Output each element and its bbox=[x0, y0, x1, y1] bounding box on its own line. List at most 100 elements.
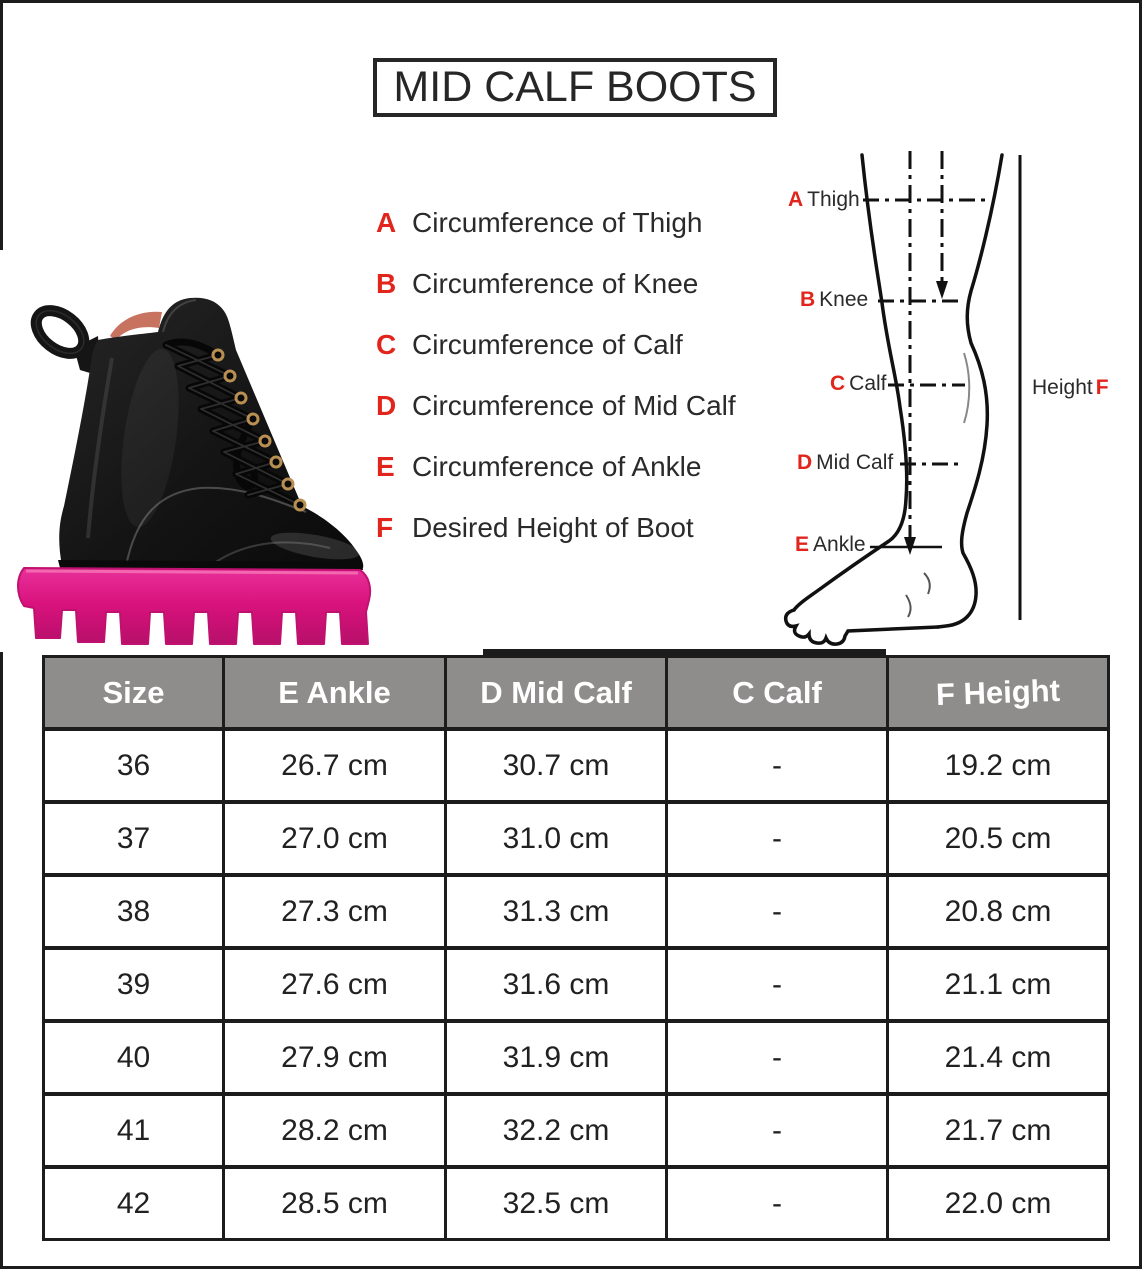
table-cell: 22.0 cm bbox=[886, 1165, 1110, 1241]
table-cell: 41 bbox=[42, 1092, 225, 1169]
legend-item-b: B Circumference of Knee bbox=[376, 268, 698, 300]
legend-letter: B bbox=[376, 268, 397, 299]
table-cell: 31.0 cm bbox=[444, 800, 668, 877]
table-cell: 31.6 cm bbox=[444, 946, 668, 1023]
diagram-label-mid-calf: D Mid Calf bbox=[797, 451, 893, 475]
column-header-height: F Height bbox=[886, 655, 1110, 731]
table-cell: - bbox=[665, 946, 889, 1023]
arrow-knee bbox=[936, 281, 948, 299]
header-accent-bar bbox=[483, 649, 886, 658]
page-border-left-upper bbox=[0, 0, 3, 250]
table-cell: 37 bbox=[42, 800, 225, 877]
diagram-word: Height bbox=[1032, 376, 1093, 399]
legend-letter: C bbox=[376, 329, 397, 360]
legend-label: Circumference of Knee bbox=[412, 268, 699, 299]
table-cell: 36 bbox=[42, 727, 225, 804]
diagram-label-thigh: A Thigh bbox=[788, 188, 860, 212]
guide-lines bbox=[908, 151, 944, 537]
table-cell: 21.1 cm bbox=[886, 946, 1110, 1023]
table-row: 41 28.2 cm 32.2 cm - 21.7 cm bbox=[42, 1092, 1110, 1169]
page-title: MID CALF BOOTS bbox=[393, 63, 757, 111]
column-header-size: Size bbox=[42, 655, 225, 731]
diagram-label-ankle: E Ankle bbox=[795, 533, 866, 557]
legend-item-f: F Desired Height of Boot bbox=[376, 512, 694, 544]
table-cell: - bbox=[665, 1019, 889, 1096]
page-border-top bbox=[0, 0, 1142, 3]
legend-label: Desired Height of Boot bbox=[412, 512, 694, 543]
boot-eyelets bbox=[211, 348, 307, 512]
diagram-label-height: Height F bbox=[1032, 376, 1109, 400]
diagram-label-calf: C Calf bbox=[830, 372, 887, 396]
table-cell: 32.2 cm bbox=[444, 1092, 668, 1169]
diagram-word: Ankle bbox=[813, 533, 866, 556]
table-row: 37 27.0 cm 31.0 cm - 20.5 cm bbox=[42, 800, 1110, 877]
table-cell: 27.6 cm bbox=[222, 946, 447, 1023]
diagram-letter: B bbox=[800, 288, 816, 311]
table-cell: 39 bbox=[42, 946, 225, 1023]
boot-welt bbox=[58, 560, 363, 570]
table-cell: 20.8 cm bbox=[886, 873, 1110, 950]
table-cell: 40 bbox=[42, 1019, 225, 1096]
legend-letter: D bbox=[376, 390, 397, 421]
boot-pull-loop bbox=[30, 305, 100, 376]
table-header-row: Size E Ankle D Mid Calf C Calf F Height bbox=[42, 655, 1110, 731]
legend-item-c: C Circumference of Calf bbox=[376, 329, 683, 361]
diagram-letter: A bbox=[788, 188, 804, 211]
legend-label: Circumference of Ankle bbox=[412, 451, 702, 482]
diagram-letter: D bbox=[797, 451, 813, 474]
legend-item-e: E Circumference of Ankle bbox=[376, 451, 701, 483]
legend-label: Circumference of Calf bbox=[412, 329, 683, 360]
diagram-word: Knee bbox=[819, 288, 869, 311]
boot-sole bbox=[17, 567, 372, 645]
table-cell: 28.5 cm bbox=[222, 1165, 447, 1241]
page-border-left-lower bbox=[0, 652, 3, 1269]
legend-item-a: A Circumference of Thigh bbox=[376, 207, 703, 239]
table-cell: 27.9 cm bbox=[222, 1019, 447, 1096]
column-header-height-label: F Height bbox=[935, 672, 1061, 712]
page-border-bottom bbox=[0, 1266, 1142, 1269]
diagram-word: Mid Calf bbox=[816, 451, 894, 474]
column-header-ankle: E Ankle bbox=[222, 655, 447, 731]
table-cell: 20.5 cm bbox=[886, 800, 1110, 877]
table-cell: 38 bbox=[42, 873, 225, 950]
leg-detail-lines bbox=[905, 352, 971, 618]
legend-label: Circumference of Thigh bbox=[412, 207, 703, 238]
table-cell: 30.7 cm bbox=[444, 727, 668, 804]
table-cell: 28.2 cm bbox=[222, 1092, 447, 1169]
column-header-calf: C Calf bbox=[665, 655, 889, 731]
leg-outline bbox=[783, 153, 1004, 646]
table-row: 36 26.7 cm 30.7 cm - 19.2 cm bbox=[42, 727, 1110, 804]
boot-photo bbox=[0, 248, 378, 652]
diagram-letter: E bbox=[795, 533, 810, 556]
table-cell: - bbox=[665, 727, 889, 804]
legend-letter: A bbox=[376, 207, 397, 238]
leg-diagram bbox=[778, 143, 1139, 668]
measurement-lines bbox=[863, 198, 990, 466]
table-cell: 21.7 cm bbox=[886, 1092, 1110, 1169]
table-row: 40 27.9 cm 31.9 cm - 21.4 cm bbox=[42, 1019, 1110, 1096]
table-cell: 31.9 cm bbox=[444, 1019, 668, 1096]
column-header-mid-calf: D Mid Calf bbox=[444, 655, 668, 731]
title-box: MID CALF BOOTS bbox=[373, 58, 777, 117]
table-cell: 32.5 cm bbox=[444, 1165, 668, 1241]
table-cell: 27.0 cm bbox=[222, 800, 447, 877]
diagram-label-knee: B Knee bbox=[800, 288, 868, 312]
table-cell: - bbox=[665, 873, 889, 950]
diagram-word: Thigh bbox=[807, 188, 860, 211]
diagram-word: Calf bbox=[849, 372, 887, 395]
diagram-letter: C bbox=[830, 372, 846, 395]
legend-letter: E bbox=[376, 451, 395, 482]
page-border-right bbox=[1139, 0, 1142, 1269]
table-cell: - bbox=[665, 1092, 889, 1169]
table-row: 38 27.3 cm 31.3 cm - 20.8 cm bbox=[42, 873, 1110, 950]
table-row: 39 27.6 cm 31.6 cm - 21.1 cm bbox=[42, 946, 1110, 1023]
table-cell: - bbox=[665, 1165, 889, 1241]
size-table: Size E Ankle D Mid Calf C Calf F Height … bbox=[42, 655, 1110, 1241]
legend-label: Circumference of Mid Calf bbox=[412, 390, 736, 421]
boot-seams bbox=[86, 299, 331, 567]
legend-letter: F bbox=[376, 512, 394, 543]
table-cell: 31.3 cm bbox=[444, 873, 668, 950]
table-cell: - bbox=[665, 800, 889, 877]
table-cell: 26.7 cm bbox=[222, 727, 447, 804]
